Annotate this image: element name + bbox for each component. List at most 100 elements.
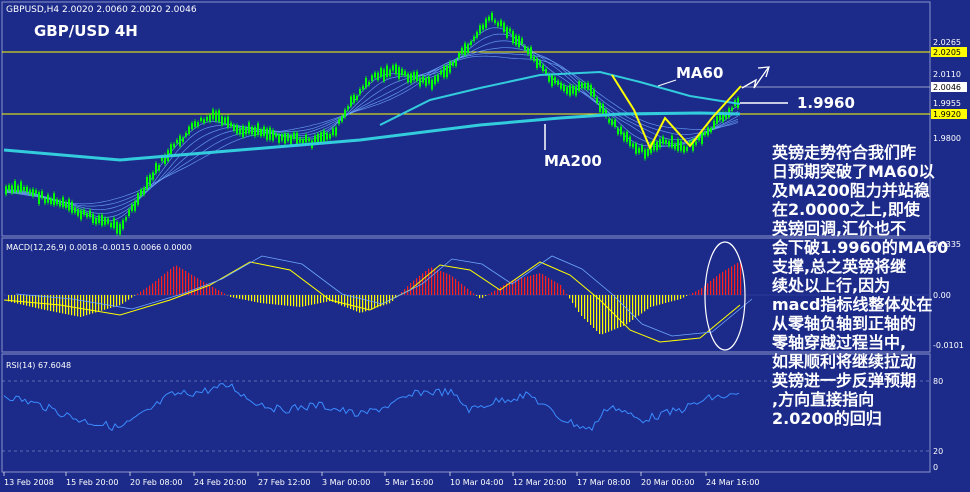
price-axis: 2.0265 2.0110 1.9955 1.9800 2.0205 2.004… xyxy=(931,38,967,143)
macd-bar xyxy=(29,295,31,307)
macd-bar xyxy=(134,295,136,296)
macd-bar xyxy=(209,285,211,295)
macd-bar xyxy=(131,295,133,298)
macd-bar xyxy=(179,267,181,295)
candle-body xyxy=(701,132,703,145)
candle-body xyxy=(686,146,688,151)
time-tick: 20 Feb 08:00 xyxy=(130,478,182,487)
candle-body xyxy=(293,132,295,139)
candle-body xyxy=(389,69,391,77)
candle-body xyxy=(329,133,331,139)
candle-body xyxy=(224,117,226,124)
macd-bar xyxy=(683,295,685,298)
candle-body xyxy=(287,133,289,141)
macd-bar xyxy=(515,279,517,295)
candle-body xyxy=(173,143,175,148)
candle-body xyxy=(131,204,133,211)
candle-body xyxy=(176,139,178,144)
analysis-commentary: 英镑走势符合我们昨 日预期突破了MA60以 及MA200阻力并站稳 在2.0000之上… xyxy=(772,143,968,428)
candle-body xyxy=(515,35,517,46)
candle-body xyxy=(80,210,82,220)
candle-body xyxy=(230,122,232,127)
macd-bar xyxy=(269,295,271,304)
macd-bar xyxy=(197,278,199,295)
candle-body xyxy=(77,209,79,216)
candle-body xyxy=(452,61,454,66)
candle-body xyxy=(461,47,463,55)
commentary-line: 英镑走势符合我们昨 xyxy=(772,143,917,162)
candle-body xyxy=(596,97,598,103)
macd-bar xyxy=(584,295,586,319)
candle-body xyxy=(632,143,634,148)
candle-body xyxy=(443,66,445,78)
candle-body xyxy=(662,136,664,144)
candle-body xyxy=(365,77,367,88)
time-tick: 24 Mar 16:00 xyxy=(706,478,759,487)
macd-bar xyxy=(698,290,700,295)
candle-body xyxy=(398,67,400,79)
candle-body xyxy=(179,135,181,147)
candle-body xyxy=(569,85,571,96)
macd-bar xyxy=(686,295,688,296)
candle-body xyxy=(629,136,631,146)
macd-bar xyxy=(641,295,643,314)
macd-bar xyxy=(659,295,661,305)
macd-bar xyxy=(512,280,514,295)
macd-bar xyxy=(446,273,448,295)
macd-bar xyxy=(104,295,106,310)
macd-bar xyxy=(68,295,70,315)
macd-bar xyxy=(113,295,115,308)
macd-bar xyxy=(275,295,277,305)
candle-body xyxy=(194,121,196,127)
candle-body xyxy=(605,109,607,117)
candle-body xyxy=(386,65,388,78)
candle-body xyxy=(68,199,70,211)
candle-body xyxy=(218,110,220,122)
macd-bar xyxy=(170,269,172,295)
macd-bar xyxy=(581,295,583,316)
symbol-info: GBPUSD,H4 2.0020 2.0060 2.0020 2.0046 xyxy=(6,5,197,15)
candle-body xyxy=(560,82,562,89)
candle-body xyxy=(62,197,64,208)
candle-body xyxy=(545,68,547,75)
macd-bar xyxy=(647,295,649,310)
macd-bar xyxy=(455,279,457,295)
candle-body xyxy=(308,138,310,142)
time-tick: 24 Feb 20:00 xyxy=(194,478,246,487)
candle-body xyxy=(506,27,508,38)
macd-bar xyxy=(368,295,370,311)
candle-body xyxy=(206,116,208,121)
macd-bar xyxy=(563,289,565,295)
macd-bar xyxy=(719,273,721,295)
macd-bar xyxy=(461,283,463,295)
macd-bar xyxy=(272,295,274,305)
macd-bar xyxy=(26,295,28,306)
commentary-line: 从零轴负轴到正轴的 xyxy=(772,314,917,333)
candle-body xyxy=(257,123,259,136)
candle-body xyxy=(692,139,694,151)
macd-bar xyxy=(83,295,85,317)
macd-bar xyxy=(20,295,22,305)
macd-bar xyxy=(188,272,190,295)
macd-bar xyxy=(173,266,175,295)
candle-body xyxy=(695,141,697,145)
macd-bar xyxy=(467,288,469,295)
candle-body xyxy=(158,165,160,171)
candle-body xyxy=(5,186,7,195)
candle-body xyxy=(518,35,520,48)
candle-body xyxy=(197,122,199,127)
macd-bar xyxy=(644,295,646,312)
time-tick: 10 Mar 04:00 xyxy=(450,478,503,487)
macd-bar xyxy=(149,285,151,295)
candle-body xyxy=(647,148,649,156)
candle-body xyxy=(683,145,685,153)
candle-body xyxy=(668,141,670,147)
candle-body xyxy=(107,218,109,224)
rsi-tick: 20 xyxy=(933,447,943,456)
price-tick: 2.0110 xyxy=(933,70,961,79)
candle-body xyxy=(428,76,430,84)
macd-bar xyxy=(530,275,532,295)
macd-bar xyxy=(518,278,520,295)
macd-bar xyxy=(41,295,43,310)
macd-bar xyxy=(539,273,541,295)
